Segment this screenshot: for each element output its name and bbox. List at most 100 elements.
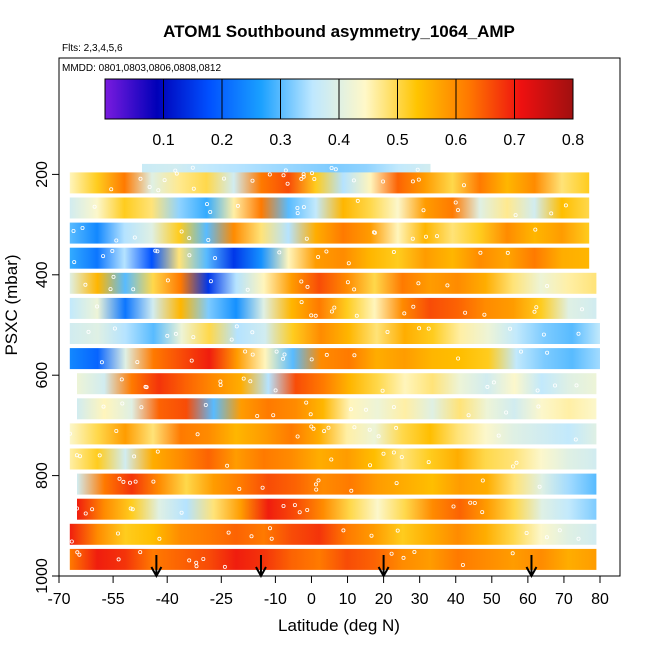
sample-point — [72, 260, 77, 265]
sample-point — [415, 167, 420, 172]
x-tick-label: 30 — [411, 591, 429, 608]
x-tick-label: -70 — [47, 591, 70, 608]
sample-point — [304, 400, 309, 405]
sample-point — [309, 313, 314, 318]
sample-point — [255, 413, 260, 418]
sample-point — [426, 326, 431, 331]
sample-point — [191, 186, 196, 191]
colorbar-ticks: 0.1 0.2 0.3 0.4 0.5 0.6 0.7 0.8 — [152, 79, 584, 149]
heatmap-layers — [69, 163, 601, 570]
sample-point — [507, 326, 512, 331]
x-tick-label: -25 — [210, 591, 233, 608]
sample-point — [151, 479, 156, 484]
heat-layer-417 — [69, 272, 597, 294]
sample-point — [536, 404, 541, 409]
sample-point — [295, 211, 300, 216]
sample-point — [412, 550, 417, 555]
sample-point — [510, 551, 515, 556]
x-tick-label: 20 — [375, 591, 393, 608]
sample-point — [119, 377, 124, 382]
sample-point — [206, 237, 211, 242]
sample-points — [67, 165, 585, 569]
sample-point — [557, 528, 562, 533]
sample-point — [504, 410, 509, 415]
x-tick-label: 70 — [555, 591, 573, 608]
sample-point — [309, 171, 314, 176]
heat-layer-317 — [69, 222, 590, 244]
sample-point — [316, 478, 321, 483]
x-tick-label: 60 — [519, 591, 537, 608]
heat-layer-367 — [69, 247, 590, 269]
sample-point — [553, 383, 558, 388]
sample-point — [351, 178, 356, 183]
y-tick-label: 600 — [34, 362, 51, 389]
sample-point — [309, 424, 314, 429]
sample-point — [532, 309, 537, 314]
sample-point — [345, 280, 350, 285]
heat-layer-817 — [77, 473, 597, 495]
sample-point — [394, 481, 399, 486]
sample-point — [312, 176, 317, 181]
x-tick-label: -40 — [156, 591, 179, 608]
sample-point — [155, 449, 160, 454]
sample-point — [116, 557, 121, 562]
sample-point — [267, 172, 272, 177]
sample-point — [352, 425, 357, 430]
sample-point — [285, 181, 290, 186]
y-tick-label: 200 — [34, 161, 51, 188]
colorbar-tick-label: 0.2 — [211, 132, 233, 149]
sample-point — [114, 428, 119, 433]
sample-point — [416, 177, 421, 182]
x-axis: -70 -55 -40 -25 -10 0 10 20 30 40 50 60 70 80 — [47, 576, 609, 608]
sample-point — [305, 507, 310, 512]
colorbar-tick-label: 0.1 — [152, 132, 174, 149]
sample-point — [131, 287, 136, 292]
sample-point — [563, 203, 568, 208]
sample-point — [190, 165, 195, 170]
sample-point — [99, 360, 104, 365]
sample-point — [281, 503, 286, 508]
sample-point — [311, 426, 316, 431]
sample-point — [189, 358, 194, 363]
sample-point — [271, 413, 276, 418]
sample-point — [369, 533, 374, 538]
sample-point — [133, 479, 138, 484]
sample-point — [389, 551, 394, 556]
sample-point — [117, 476, 122, 481]
sample-point — [295, 205, 300, 210]
sample-point — [71, 228, 76, 233]
sample-point — [194, 560, 199, 565]
sample-point — [128, 506, 133, 511]
sample-point — [534, 305, 539, 310]
sample-point — [410, 179, 415, 184]
sample-point — [434, 234, 439, 239]
sample-point — [299, 300, 304, 305]
dates-note: MMDD: 0801,0803,0806,0808,0812 — [62, 63, 221, 74]
sample-point — [95, 304, 100, 309]
sample-point — [269, 536, 274, 541]
sample-point — [108, 287, 113, 292]
sample-point — [203, 402, 208, 407]
sample-point — [394, 425, 399, 430]
sample-point — [455, 208, 460, 213]
sample-point — [402, 311, 407, 316]
sample-point — [372, 230, 377, 235]
sample-point — [332, 305, 337, 310]
sample-point — [549, 211, 554, 216]
colorbar-tick-label: 0.7 — [503, 132, 525, 149]
sample-point — [208, 279, 213, 284]
sample-point — [381, 451, 386, 456]
sample-point — [533, 227, 538, 232]
sample-point — [130, 507, 135, 512]
sample-point — [545, 283, 550, 288]
sample-point — [401, 555, 406, 560]
sample-point — [226, 530, 231, 535]
sample-point — [576, 536, 581, 541]
plot-frame — [58, 57, 621, 577]
sample-point — [132, 235, 137, 240]
sample-point — [297, 510, 302, 515]
flights-note: Flts: 2,3,4,5,6 — [62, 43, 123, 54]
sample-point — [391, 249, 396, 254]
arrow-head — [525, 566, 538, 579]
sample-point — [545, 350, 550, 355]
